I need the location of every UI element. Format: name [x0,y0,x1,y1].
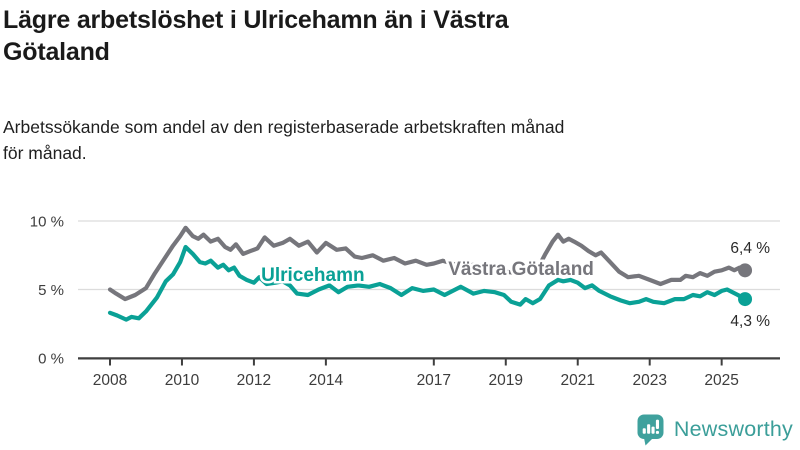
newsworthy-logo[interactable]: Newsworthy [636,411,793,447]
newsworthy-logo-text: Newsworthy [673,416,793,441]
series-end-dot-ulricehamn [738,292,753,307]
series-label-v-stra-g-taland: Västra Götaland [448,259,594,280]
chart-subtitle-line-1: Arbetssökande som andel av den registerb… [3,117,565,137]
x-tick-label-2010: 2010 [165,372,200,389]
page-title-line-1: Lägre arbetslöshet i Ulricehamn än i Väs… [3,6,509,34]
page-title-line-2: Götaland [3,38,110,66]
x-tick-label-2023: 2023 [632,372,666,389]
y-tick-label-0: 0 % [38,351,64,368]
series-end-label-v-stra-g-taland: 6,4 % [730,240,770,257]
x-tick-label-2025: 2025 [704,372,738,389]
series-end-dot-v-stra-g-taland [738,263,753,278]
series-label-ulricehamn: Ulricehamn [261,265,364,286]
chart-subtitle-line-2: för månad. [3,143,87,164]
line-chart-svg: 2008 2010 2012 2014 2017 2019 2021 2023 2025 0 % 5… [30,214,780,389]
x-tick-label-2017: 2017 [417,372,451,389]
x-tick-label-2014: 2014 [309,372,344,389]
x-tick-label-2021: 2021 [560,372,594,389]
page-title: Lägre arbetslöshet i Ulricehamn än i Väs… [3,4,783,68]
series-line-ulricehamn [107,244,748,322]
series-end-label-ulricehamn: 4,3 % [730,313,770,330]
y-tick-label-5: 5 % [38,282,64,299]
chart-subtitle: Arbetssökande som andel av den registerb… [3,114,793,167]
newsworthy-logo-icon [637,414,664,445]
x-tick-label-2008: 2008 [93,372,127,389]
line-chart: 2008 2010 2012 2014 2017 2019 2021 2023 2025 0 % 5… [0,195,800,405]
x-tick-label-2019: 2019 [489,372,523,389]
y-tick-label-10: 10 % [30,214,64,231]
x-tick-label-2012: 2012 [237,372,271,389]
series-line-v-stra-g-taland [107,225,748,302]
